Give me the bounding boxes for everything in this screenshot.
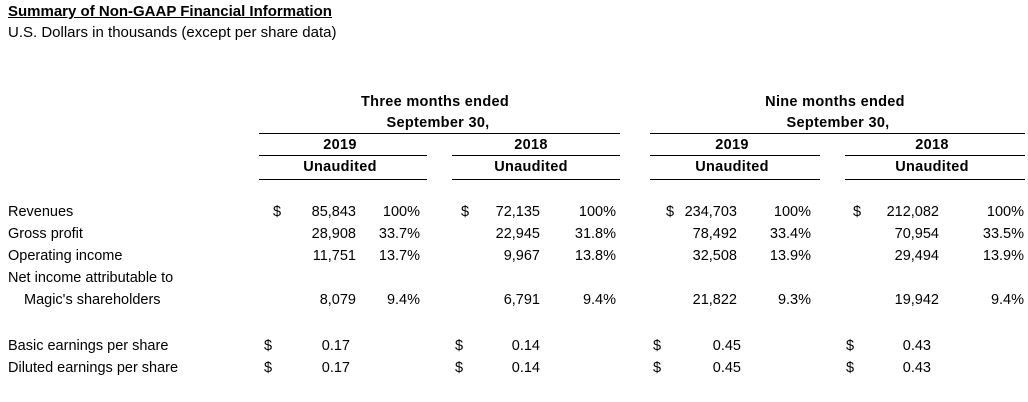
row-label-net-income-line1: Net income attributable to <box>8 270 174 286</box>
value-cell: 28,908 <box>311 226 356 242</box>
percent-cell: 100% <box>986 204 1024 220</box>
column-year: 2018 <box>915 137 949 153</box>
row-label-operating-income: Operating income <box>8 248 123 264</box>
value-cell: 0.17 <box>321 360 350 376</box>
percent-cell: 100% <box>382 204 420 220</box>
currency-symbol: $ <box>846 338 855 354</box>
column-year: 2019 <box>323 137 357 153</box>
percent-cell: 13.9% <box>769 248 811 264</box>
column-year-rule <box>452 155 620 156</box>
period-three-months-rule <box>259 133 620 134</box>
period-nine-months-line2: September 30, <box>786 115 890 131</box>
value-cell: 29,494 <box>894 248 939 264</box>
percent-cell: 9.4% <box>386 292 420 308</box>
currency-symbol: $ <box>264 360 273 376</box>
column-year-rule <box>259 155 427 156</box>
column-year: 2019 <box>715 137 749 153</box>
value-cell: 212,082 <box>886 204 939 220</box>
value-cell: 0.43 <box>902 338 931 354</box>
report-subtitle: U.S. Dollars in thousands (except per sh… <box>8 24 337 41</box>
period-three-months-line1: Three months ended <box>361 94 509 110</box>
column-year: 2018 <box>514 137 548 153</box>
value-cell: 0.43 <box>902 360 931 376</box>
value-cell: 0.14 <box>511 338 540 354</box>
currency-symbol: $ <box>653 360 662 376</box>
percent-cell: 33.5% <box>982 226 1024 242</box>
value-cell: 9,967 <box>503 248 540 264</box>
percent-cell: 31.8% <box>574 226 616 242</box>
value-cell: 22,945 <box>495 226 540 242</box>
percent-cell: 13.8% <box>574 248 616 264</box>
row-label-net-income-line2: Magic's shareholders <box>24 292 161 308</box>
column-audit-status: Unaudited <box>695 159 769 175</box>
row-label-gross-profit: Gross profit <box>8 226 83 242</box>
percent-cell: 13.9% <box>982 248 1024 264</box>
column-audit-status: Unaudited <box>494 159 568 175</box>
value-cell: 85,843 <box>311 204 356 220</box>
currency-symbol: $ <box>264 338 273 354</box>
value-cell: 19,942 <box>894 292 939 308</box>
value-cell: 6,791 <box>503 292 540 308</box>
currency-symbol: $ <box>846 360 855 376</box>
row-label-revenues: Revenues <box>8 204 74 220</box>
column-status-rule <box>650 179 820 180</box>
column-status-rule <box>259 179 427 180</box>
value-cell: 72,135 <box>495 204 540 220</box>
percent-cell: 9.4% <box>990 292 1024 308</box>
value-cell: 0.45 <box>712 338 741 354</box>
value-cell: 32,508 <box>692 248 737 264</box>
currency-symbol: $ <box>455 360 464 376</box>
currency-symbol: $ <box>853 204 862 220</box>
value-cell: 0.17 <box>321 338 350 354</box>
value-cell: 78,492 <box>692 226 737 242</box>
value-cell: 0.45 <box>712 360 741 376</box>
column-status-rule <box>452 179 620 180</box>
column-year-rule <box>845 155 1025 156</box>
row-label-diluted-eps: Diluted earnings per share <box>8 360 179 376</box>
percent-cell: 33.4% <box>769 226 811 242</box>
row-label-basic-eps: Basic earnings per share <box>8 338 169 354</box>
period-nine-months-line1: Nine months ended <box>765 94 905 110</box>
value-cell: 8,079 <box>319 292 356 308</box>
report-title: Summary of Non-GAAP Financial Informatio… <box>8 3 332 20</box>
period-nine-months-rule <box>650 133 1025 134</box>
value-cell: 21,822 <box>692 292 737 308</box>
percent-cell: 9.4% <box>582 292 616 308</box>
value-cell: 234,703 <box>684 204 737 220</box>
period-three-months-line2: September 30, <box>386 115 490 131</box>
percent-cell: 33.7% <box>378 226 420 242</box>
currency-symbol: $ <box>653 338 662 354</box>
percent-cell: 100% <box>578 204 616 220</box>
value-cell: 70,954 <box>894 226 939 242</box>
value-cell: 0.14 <box>511 360 540 376</box>
percent-cell: 13.7% <box>378 248 420 264</box>
percent-cell: 9.3% <box>777 292 811 308</box>
currency-symbol: $ <box>461 204 470 220</box>
currency-symbol: $ <box>273 204 282 220</box>
column-audit-status: Unaudited <box>303 159 377 175</box>
column-audit-status: Unaudited <box>895 159 969 175</box>
value-cell: 11,751 <box>312 248 356 264</box>
column-status-rule <box>845 179 1025 180</box>
percent-cell: 100% <box>773 204 811 220</box>
column-year-rule <box>650 155 820 156</box>
currency-symbol: $ <box>455 338 464 354</box>
currency-symbol: $ <box>666 204 675 220</box>
